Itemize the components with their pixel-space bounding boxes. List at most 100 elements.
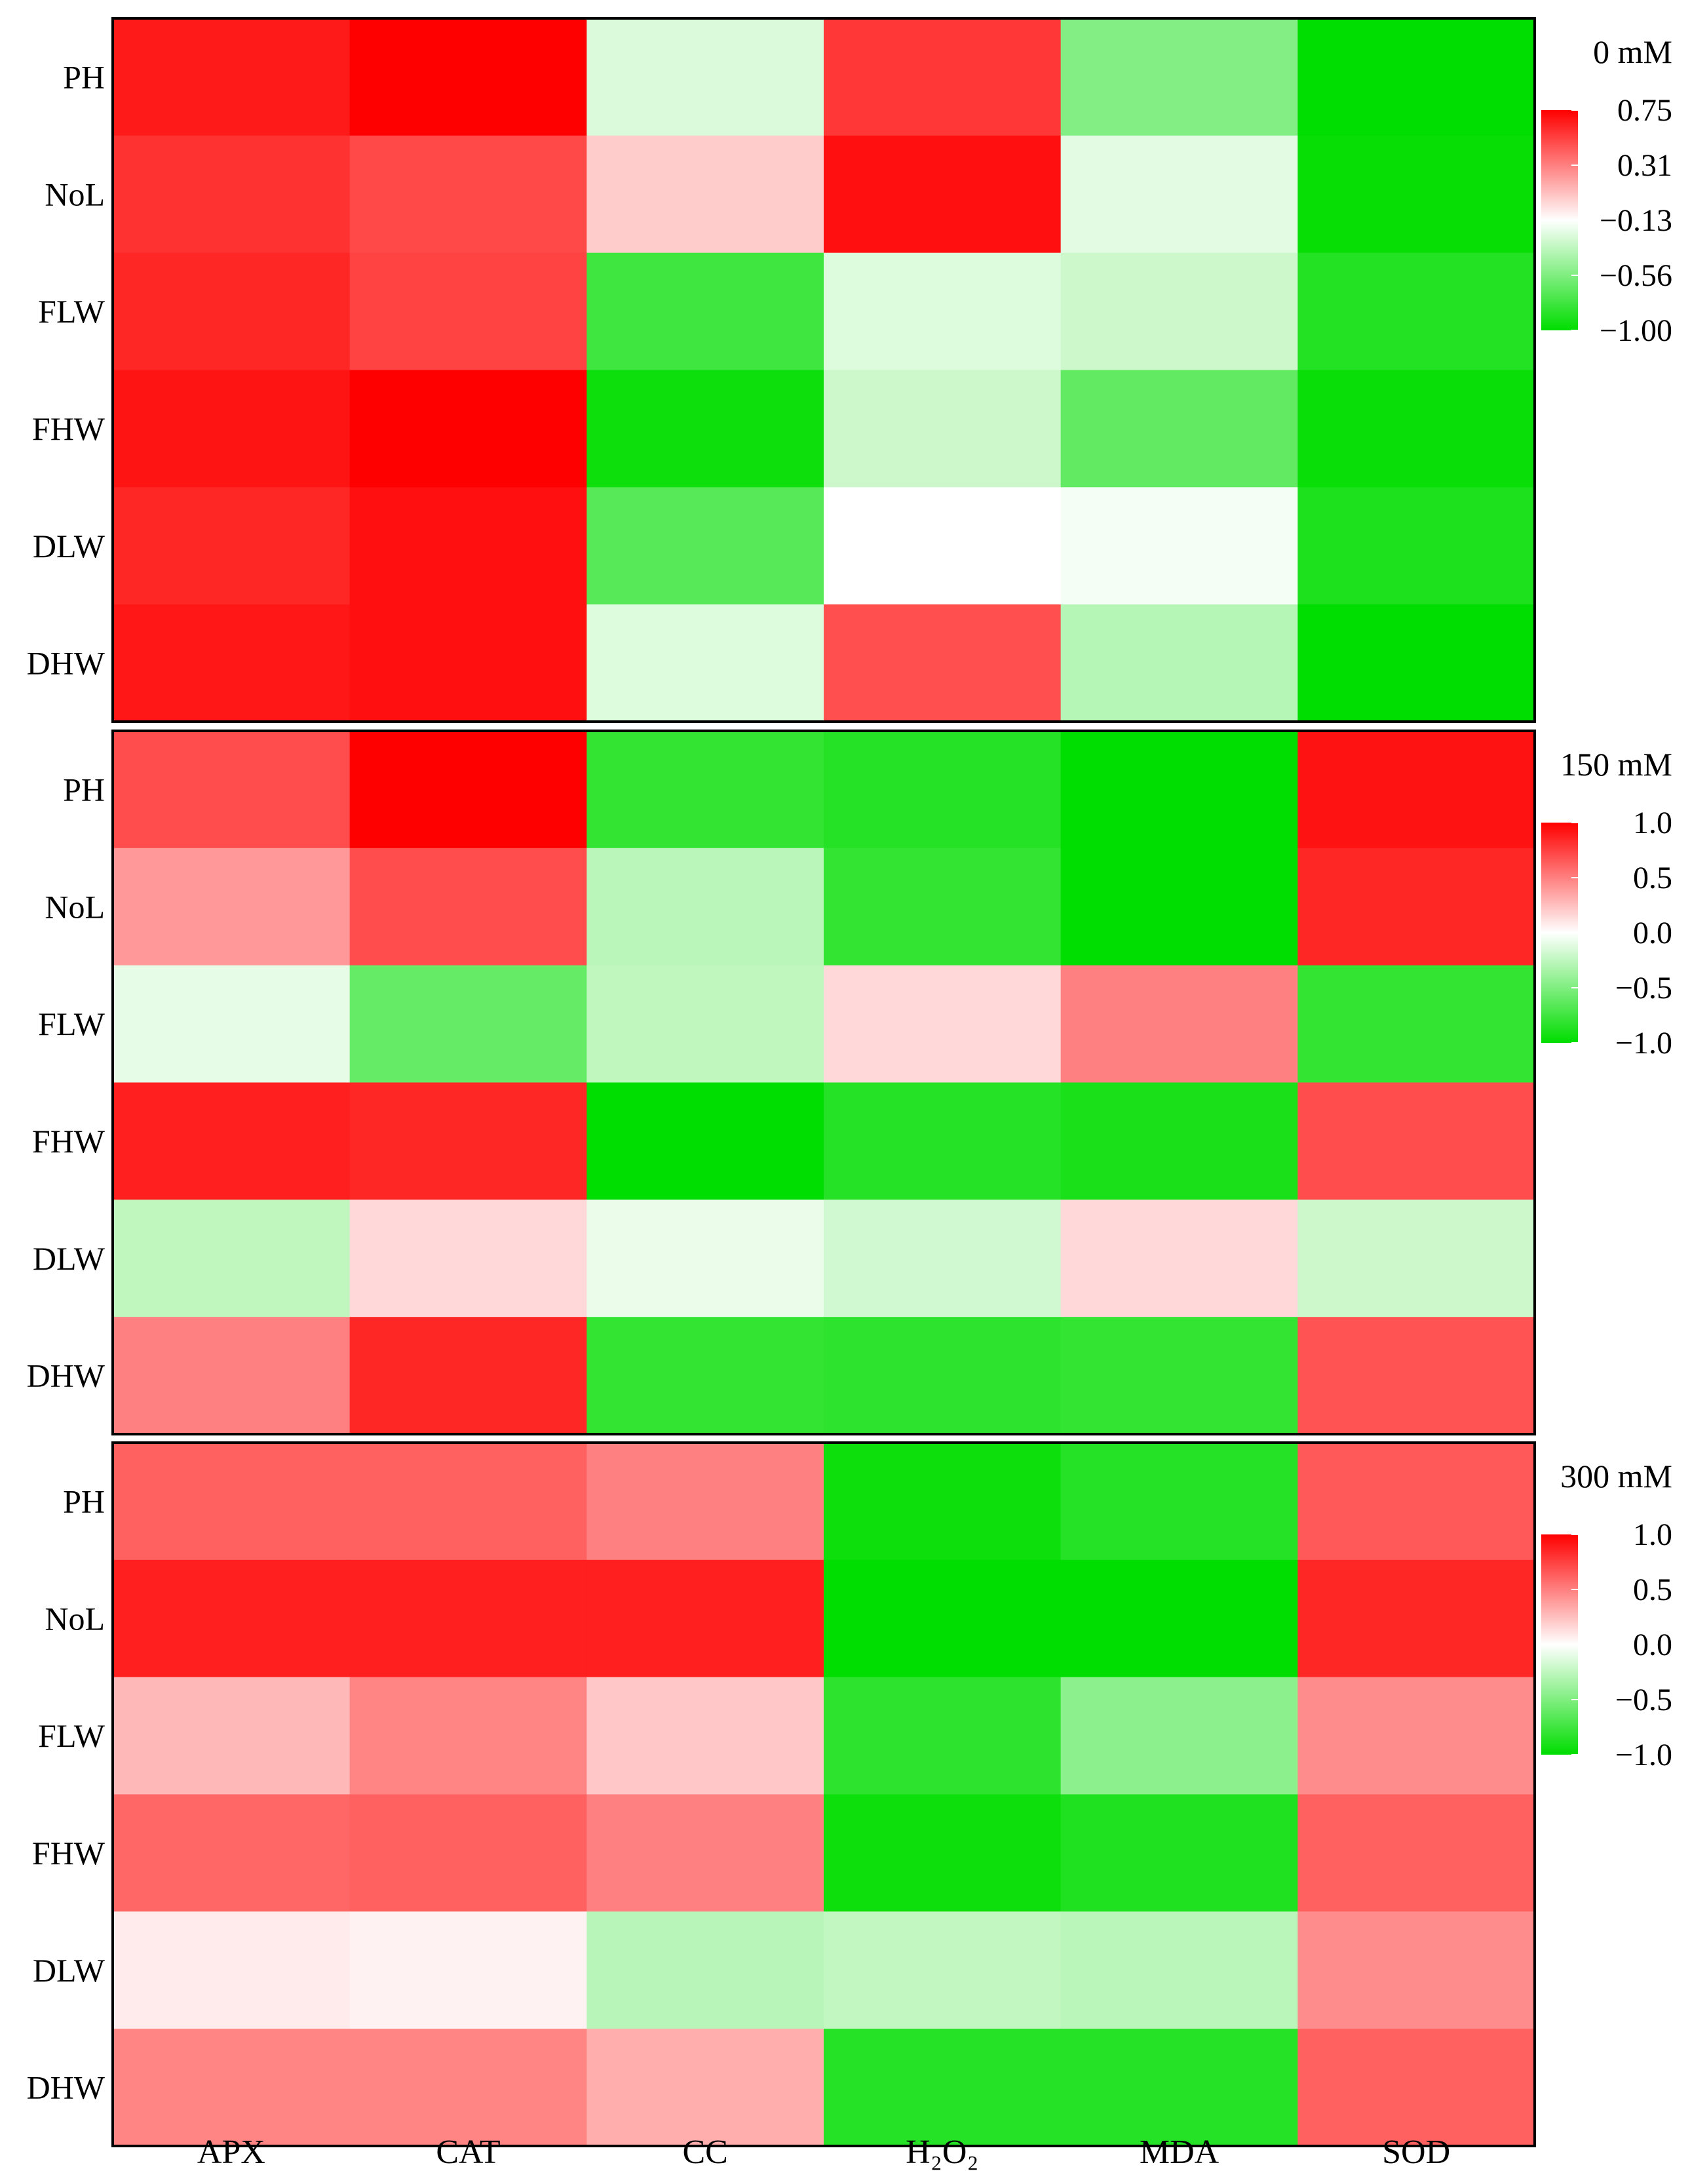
heatmap-cell <box>349 135 587 254</box>
heatmap-cell <box>113 731 351 849</box>
heatmap-cell <box>349 1911 587 2029</box>
panel-title: 150 mM <box>1560 746 1672 783</box>
heatmap-cell <box>113 1199 351 1317</box>
row-label: DLW <box>33 528 106 564</box>
heatmap-cell <box>586 848 824 966</box>
column-labels: APX CAT CC H₂O₂ MDA SOD <box>197 2134 1450 2171</box>
colorbar-tick-label: −0.5 <box>1615 1683 1672 1717</box>
heatmap-cell <box>349 1317 587 1435</box>
heatmap-cell <box>113 1794 351 1912</box>
heatmap-cell <box>824 135 1062 254</box>
heatmap-cell <box>1297 604 1535 722</box>
column-label: SOD <box>1382 2134 1450 2171</box>
heatmap-cell <box>586 731 824 849</box>
heatmap-cell <box>1060 604 1298 722</box>
row-label: NoL <box>45 888 105 925</box>
heatmap-cell <box>824 1677 1062 1795</box>
heatmap-cell <box>349 965 587 1083</box>
heatmap-cell <box>113 135 351 254</box>
heatmap-cell <box>586 370 824 488</box>
heatmap-cell <box>1297 1559 1535 1678</box>
heatmap-cell <box>586 965 824 1083</box>
colorbar-tick-label: −0.13 <box>1600 203 1672 238</box>
row-label: FHW <box>32 1835 106 1871</box>
heatmap-cell <box>586 18 824 136</box>
heatmap-cell <box>1297 731 1535 849</box>
heatmap-cell <box>824 731 1062 849</box>
heatmap-cell <box>1297 965 1535 1083</box>
column-label: APX <box>197 2134 265 2171</box>
heatmap-cell <box>1060 1911 1298 2029</box>
heatmap-cell <box>1060 1443 1298 1561</box>
heatmap-cell <box>1060 1559 1298 1678</box>
heatmap-cell <box>113 18 351 136</box>
heatmap-cell <box>1060 487 1298 605</box>
heatmap-cell <box>113 1317 351 1435</box>
heatmap-cell <box>586 604 824 722</box>
heatmap-cell <box>113 604 351 722</box>
column-label: CAT <box>436 2134 500 2171</box>
heatmap-cell <box>1060 2029 1298 2147</box>
heatmap-cell <box>349 252 587 371</box>
row-label: FLW <box>38 1005 106 1042</box>
colorbar-tick-label: 1.0 <box>1633 1517 1672 1552</box>
row-label: NoL <box>45 176 105 212</box>
column-label: MDA <box>1140 2134 1219 2171</box>
heatmap-cell <box>1060 848 1298 966</box>
heatmap-cell <box>1297 2029 1535 2147</box>
heatmap-cell <box>586 487 824 605</box>
heatmap-cell <box>113 252 351 371</box>
heatmap-cell <box>113 370 351 488</box>
heatmap-cell <box>586 1317 824 1435</box>
heatmap-cell <box>113 848 351 966</box>
panel-title: 0 mM <box>1593 33 1672 70</box>
row-label: FLW <box>38 293 106 330</box>
heatmap-cell <box>1297 1443 1535 1561</box>
heatmap-cell <box>1060 370 1298 488</box>
heatmap-panel-3: PH NoL FLW FHW DLW DHW 300 mM 1.0 0.5 0.0 −0.5 −1.0 <box>27 1441 1672 2147</box>
panel-title: 300 mM <box>1560 1458 1672 1494</box>
heatmap-cell <box>1060 1794 1298 1912</box>
row-label: NoL <box>45 1600 105 1637</box>
row-label: PH <box>63 1483 105 1519</box>
heatmap-cell <box>1297 487 1535 605</box>
colorbar-tick-label: −0.56 <box>1600 258 1672 293</box>
column-label: H₂O₂ <box>906 2134 978 2171</box>
heatmap-cell <box>824 487 1062 605</box>
heatmap-cell <box>824 1082 1062 1200</box>
heatmap-cell <box>824 848 1062 966</box>
heatmap-cell <box>1060 252 1298 371</box>
heatmap-cell <box>824 604 1062 722</box>
row-label: FHW <box>32 1123 106 1160</box>
heatmap-cell <box>349 2029 587 2147</box>
heatmap-cell <box>1297 370 1535 488</box>
column-label: CC <box>682 2134 727 2171</box>
heatmap-cell <box>1060 965 1298 1083</box>
colorbar-tick-label: −1.00 <box>1600 313 1672 348</box>
heatmap-cell <box>349 1082 587 1200</box>
row-label: DLW <box>33 1240 106 1277</box>
row-label: DHW <box>27 2069 106 2106</box>
colorbar-tick-label: 0.75 <box>1617 93 1672 128</box>
heatmap-cell <box>824 1317 1062 1435</box>
heatmap-cell <box>1297 1199 1535 1317</box>
heatmap-cell <box>586 1794 824 1912</box>
heatmap-cell <box>824 965 1062 1083</box>
heatmap-cell <box>349 731 587 849</box>
heatmap-cell <box>1060 1082 1298 1200</box>
heatmap-cell <box>1060 1677 1298 1795</box>
heatmap-cell <box>1060 731 1298 849</box>
heatmap-cell <box>586 1559 824 1678</box>
row-label: PH <box>63 58 105 95</box>
heatmap-cell <box>113 1911 351 2029</box>
colorbar-tick-label: 0.0 <box>1633 916 1672 950</box>
heatmap-cell <box>586 252 824 371</box>
heatmap-cell <box>586 1677 824 1795</box>
heatmap-panel-1: PH NoL FLW FHW DLW DHW 0 mM 0.75 0.31 −0.13 −0.56 −… <box>27 17 1672 723</box>
panel-frame <box>111 17 1536 723</box>
heatmap-cell <box>586 1911 824 2029</box>
heatmap-cell <box>1297 252 1535 371</box>
heatmap-cell <box>824 252 1062 371</box>
heatmap-cell <box>824 1911 1062 2029</box>
